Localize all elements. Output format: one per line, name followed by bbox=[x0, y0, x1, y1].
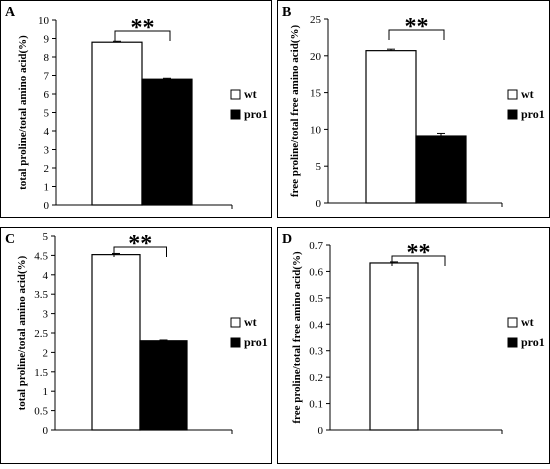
y-tick-label: 3.5 bbox=[34, 289, 48, 301]
y-tick-label: 1.5 bbox=[34, 367, 48, 379]
y-tick-label: 0.4 bbox=[309, 319, 323, 331]
panel-letter: B bbox=[282, 5, 291, 20]
y-tick-label: 10 bbox=[310, 124, 322, 136]
bar-wt bbox=[365, 50, 417, 204]
y-axis-label: free proline/total free amino acid(%) bbox=[289, 25, 301, 198]
legend-label-pro1: pro1 bbox=[521, 107, 545, 121]
legend-label-pro1: pro1 bbox=[244, 335, 268, 349]
legend-swatch-pro1 bbox=[230, 109, 241, 120]
y-tick-label: 3 bbox=[43, 309, 49, 321]
panel-letter: A bbox=[5, 5, 16, 20]
significance-label: ** bbox=[131, 15, 155, 41]
bar-wt bbox=[91, 254, 141, 431]
y-axis-label: free proline/total free amino acid(%) bbox=[291, 251, 303, 424]
bar-pro1 bbox=[415, 135, 467, 204]
y-axis-label: total proline/total amino acid(%) bbox=[17, 35, 29, 190]
significance-bracket bbox=[114, 30, 171, 41]
legend-swatch-wt bbox=[507, 317, 518, 328]
bar-wt bbox=[91, 41, 143, 206]
panel-d: D 0 0.1 0.2 0.3 0.4 0.5 0.6 0.7 free proline/tota… bbox=[277, 227, 550, 464]
legend-swatch-pro1 bbox=[507, 109, 518, 120]
y-tick-label: 0.3 bbox=[309, 346, 323, 358]
significance-label: ** bbox=[128, 231, 152, 257]
significance-bracket bbox=[113, 246, 167, 257]
y-tick-label: 0 bbox=[43, 425, 49, 437]
y-tick-label: 0 bbox=[44, 200, 50, 212]
y-tick-label: 0.5 bbox=[34, 406, 48, 418]
y-tick-label: 10 bbox=[38, 15, 50, 27]
y-tick-label: 0.5 bbox=[309, 293, 323, 305]
bar-pro1 bbox=[139, 340, 188, 431]
y-tick-label: 7 bbox=[44, 71, 50, 83]
legend-label-wt: wt bbox=[244, 87, 257, 101]
significance-label: ** bbox=[407, 240, 431, 266]
legend-swatch-pro1 bbox=[230, 337, 241, 348]
y-tick-label: 0.1 bbox=[309, 399, 323, 411]
significance-label: ** bbox=[405, 14, 429, 40]
panel-c: C 0 0.5 1 1.5 2 2.5 3 3.5 4 4.5 5 total proline/tota… bbox=[0, 227, 272, 464]
legend-label-wt: wt bbox=[244, 315, 257, 329]
y-tick-label: 0.7 bbox=[309, 240, 323, 252]
legend-swatch-pro1 bbox=[507, 337, 518, 348]
legend-swatch-wt bbox=[230, 89, 241, 100]
y-tick-label: 0.6 bbox=[309, 266, 323, 278]
y-tick-label: 0 bbox=[316, 198, 322, 210]
legend-label-wt: wt bbox=[521, 87, 534, 101]
bar-pro1 bbox=[141, 78, 193, 206]
bar-wt bbox=[369, 262, 419, 431]
y-tick-label: 8 bbox=[44, 52, 50, 64]
significance-bracket bbox=[388, 29, 445, 40]
panel-letter: C bbox=[5, 232, 15, 247]
legend-label-pro1: pro1 bbox=[244, 107, 268, 121]
y-tick-label: 4.5 bbox=[34, 250, 48, 262]
y-tick-label: 0 bbox=[318, 425, 324, 437]
y-tick-label: 4 bbox=[43, 270, 49, 282]
panel-a: A 0 1 2 3 4 5 6 7 8 9 10 total proline/total amino a… bbox=[0, 0, 272, 218]
y-tick-label: 9 bbox=[44, 34, 50, 46]
legend-label-pro1: pro1 bbox=[521, 335, 545, 349]
y-tick-label: 0.2 bbox=[309, 372, 323, 384]
y-axis-label: total proline/total amino acid(%) bbox=[16, 255, 28, 410]
y-tick-label: 20 bbox=[310, 51, 322, 63]
y-tick-label: 2 bbox=[44, 163, 50, 175]
y-tick-label: 1 bbox=[43, 386, 49, 398]
panel-letter: D bbox=[282, 232, 292, 247]
y-tick-label: 5 bbox=[44, 108, 50, 120]
y-tick-label: 15 bbox=[310, 88, 322, 100]
y-tick-label: 5 bbox=[316, 161, 322, 173]
y-tick-label: 5 bbox=[43, 231, 49, 243]
y-tick-label: 4 bbox=[44, 126, 50, 138]
legend-swatch-wt bbox=[230, 317, 241, 328]
y-tick-label: 2.5 bbox=[34, 328, 48, 340]
legend-label-wt: wt bbox=[521, 315, 534, 329]
y-tick-label: 2 bbox=[43, 347, 49, 359]
y-tick-label: 25 bbox=[310, 14, 322, 26]
y-tick-label: 3 bbox=[44, 145, 50, 157]
legend-swatch-wt bbox=[507, 89, 518, 100]
y-tick-label: 6 bbox=[44, 89, 50, 101]
panel-b: B 0 5 10 15 20 25 free proline/total free amino… bbox=[277, 0, 550, 218]
significance-bracket bbox=[391, 255, 446, 266]
y-tick-label: 1 bbox=[44, 182, 50, 194]
